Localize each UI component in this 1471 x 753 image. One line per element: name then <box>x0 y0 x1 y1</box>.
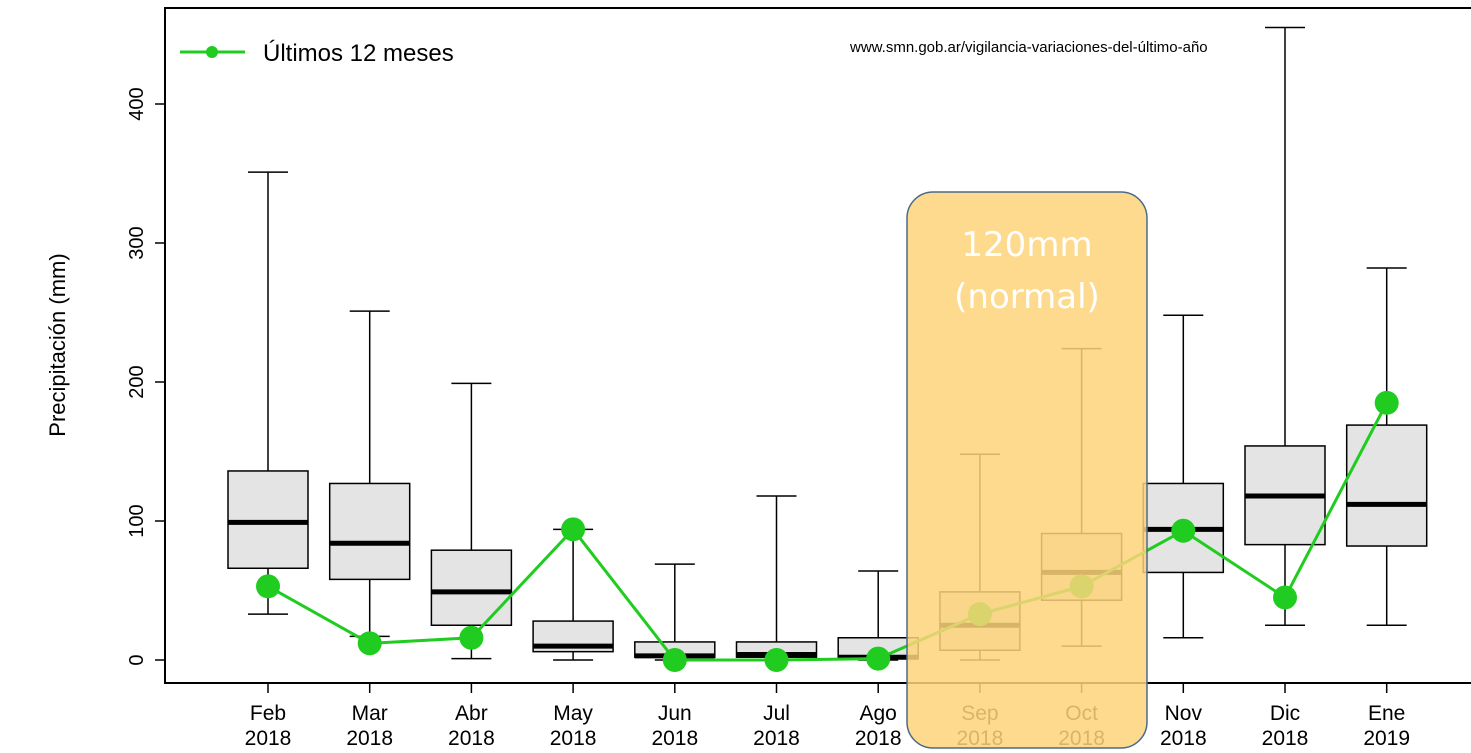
series-point-abr <box>459 625 484 650</box>
plot-frame <box>164 7 1471 684</box>
series-point-ene <box>1374 390 1399 415</box>
x-tick-label-month: Jul <box>763 702 790 725</box>
annotation-box: 120mm (normal) <box>906 191 1148 749</box>
y-axis: 0 100 200 300 400 <box>126 87 165 666</box>
x-tick-label-year: 2018 <box>346 727 393 750</box>
boxplot-jun <box>634 563 716 661</box>
boxplot-nov <box>1142 314 1225 639</box>
x-tick-label-month: Mar <box>352 702 388 725</box>
series-point-feb <box>256 574 280 599</box>
series-point-mar <box>357 631 382 656</box>
y-tick-label: 400 <box>126 87 148 120</box>
x-tick-label-month: Ago <box>860 702 897 725</box>
series-point-dic <box>1273 585 1297 610</box>
x-tick-label-month: May <box>553 702 593 725</box>
box-iqr <box>328 482 411 581</box>
x-tick-label-year: 2018 <box>448 727 495 750</box>
series-point-jun <box>662 648 687 672</box>
y-tick-label: 300 <box>126 226 148 259</box>
legend-marker <box>206 46 218 58</box>
boxplot-ene <box>1345 267 1428 626</box>
x-tick-label-year: 2018 <box>753 727 800 750</box>
plot-border <box>164 7 1471 684</box>
annotation-rect <box>906 191 1148 749</box>
y-tick-label: 200 <box>126 365 148 398</box>
series-path <box>267 402 1389 662</box>
boxplot-mar <box>328 310 411 638</box>
annotation-text: 120mm <box>961 225 1092 265</box>
x-tick-label-month: Ene <box>1368 702 1405 725</box>
x-tick-label-month: Feb <box>250 702 286 725</box>
y-axis-label: Precipitación (mm) <box>45 253 70 436</box>
legend-label: Últimos 12 meses <box>263 40 454 67</box>
series-point-jul <box>764 648 789 672</box>
box-iqr <box>1345 424 1428 547</box>
series-line <box>256 390 1399 672</box>
annotation-text: (normal) <box>954 277 1100 317</box>
boxplot-may <box>532 528 614 661</box>
x-tick-label-month: Jun <box>658 702 692 725</box>
series-point-may <box>561 517 586 542</box>
x-tick-label-month: Abr <box>455 702 488 725</box>
y-tick-label: 0 <box>126 654 148 665</box>
y-tick-label: 100 <box>126 504 148 537</box>
x-tick-label-year: 2018 <box>245 727 292 750</box>
x-tick-label-year: 2018 <box>1160 727 1207 750</box>
series-point-ago <box>866 646 891 671</box>
source-url: www.smn.gob.ar/vigilancia-variaciones-de… <box>849 39 1208 56</box>
box-iqr <box>227 470 309 570</box>
series-point-nov <box>1171 518 1196 543</box>
x-tick-label-year: 2019 <box>1363 727 1410 750</box>
boxplot-feb <box>227 171 309 615</box>
boxplot-dic <box>1244 26 1326 626</box>
legend: Últimos 12 meses <box>180 40 454 67</box>
x-axis: Feb2018Mar2018Abr2018May2018Jun2018Jul20… <box>245 683 1410 750</box>
x-tick-label-year: 2018 <box>855 727 902 750</box>
x-tick-label-year: 2018 <box>1262 727 1309 750</box>
x-tick-label-month: Nov <box>1165 702 1203 725</box>
boxplot-abr <box>430 382 513 660</box>
x-tick-label-year: 2018 <box>651 727 698 750</box>
boxplots <box>227 26 1428 661</box>
x-tick-label-month: Dic <box>1270 702 1300 725</box>
boxplot-jul <box>735 495 818 661</box>
box-iqr <box>430 549 513 626</box>
x-tick-label-year: 2018 <box>550 727 597 750</box>
